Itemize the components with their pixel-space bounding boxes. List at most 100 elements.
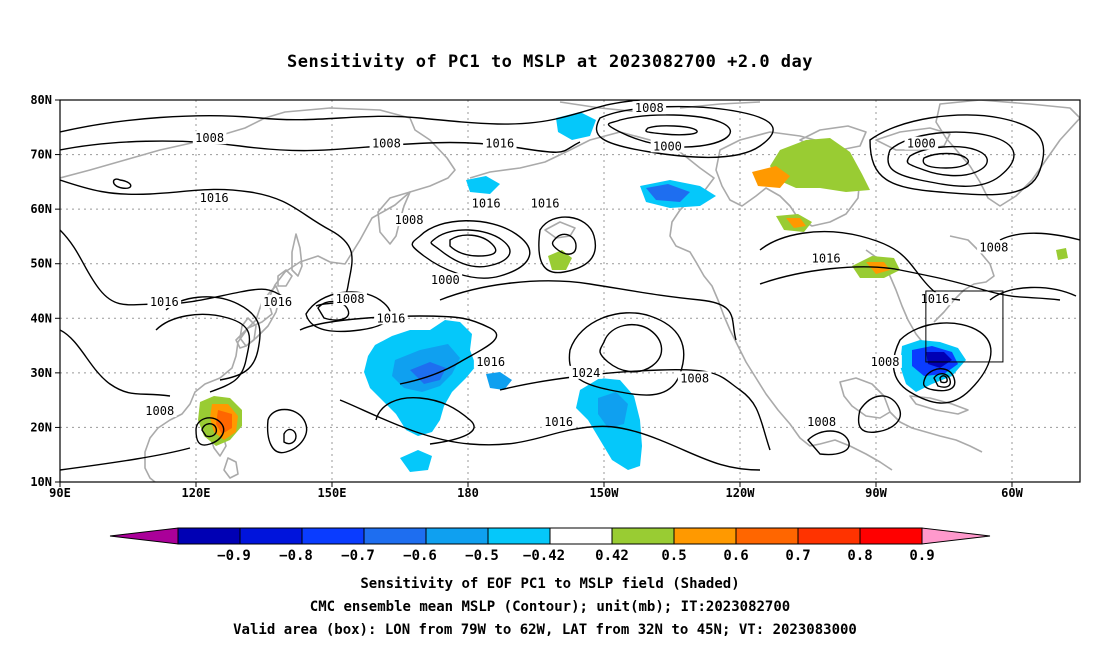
contour-label: 1016 — [485, 137, 514, 151]
contour-label-bg — [977, 240, 1011, 254]
contour-label: 1008 — [145, 404, 174, 418]
neg-patch-central-pacific-inner — [410, 362, 446, 384]
neg-patch-subtropical-core — [598, 392, 628, 428]
caption-line-3: Valid area (box): LON from 79W to 62W, L… — [233, 622, 857, 638]
contour-label: 1008 — [807, 415, 836, 429]
mslp-isobar — [449, 234, 497, 257]
lon-tick-label: 180 — [457, 486, 479, 500]
neg-patch-small — [486, 372, 512, 390]
mslp-isobar — [807, 430, 850, 456]
lon-tick-label: 150W — [590, 486, 620, 500]
mslp-isobar — [283, 428, 297, 445]
contour-label: 1016 — [200, 191, 229, 205]
mslp-isobar — [869, 114, 1045, 196]
colorbar-label: 0.5 — [661, 548, 686, 564]
lon-tick-label: 120E — [182, 486, 211, 500]
lon-tick-label: 90W — [865, 486, 887, 500]
neg-patch-bering — [466, 176, 500, 194]
mslp-isobar — [892, 322, 992, 404]
lat-tick-label: 40N — [30, 311, 52, 325]
valid-area-box — [925, 290, 1004, 363]
mslp-isobar — [887, 131, 1015, 187]
colorbar-label: 0.42 — [595, 548, 629, 564]
neg-patch-gulf-alaska-core — [646, 184, 690, 202]
colorbar-low-triangle — [109, 527, 179, 545]
contour-label-bg — [192, 131, 227, 145]
colorbar-high-triangle — [921, 527, 991, 545]
contour-label-bg — [918, 292, 952, 306]
contour-label-bg — [650, 139, 685, 153]
colorbar-label: −0.9 — [217, 548, 251, 564]
colorbar-label: 0.6 — [723, 548, 748, 564]
contour-label-bg — [142, 404, 177, 418]
contour-label: 1008 — [372, 137, 401, 151]
contour-label-bg — [541, 414, 576, 428]
contour-label-bg — [260, 294, 295, 308]
colorbar-swatch — [859, 527, 923, 545]
mslp-isobar — [60, 179, 353, 307]
mslp-isobar — [922, 152, 969, 169]
neg-patch-south — [400, 450, 432, 472]
colorbar-swatch — [611, 527, 675, 545]
pos-patch-typhoon-inner — [216, 410, 232, 434]
mslp-isobar — [112, 178, 132, 190]
mslp-isobar — [60, 329, 171, 397]
contour-label-bg — [473, 354, 508, 368]
colorbar-swatch — [735, 527, 799, 545]
contour-label: 1024 — [571, 366, 600, 380]
contour-label-bg — [469, 196, 503, 210]
colorbar-swatch — [363, 527, 427, 545]
mslp-isobar — [939, 375, 948, 384]
mslp-isobar — [339, 399, 761, 471]
lat-tick-label: 30N — [30, 366, 52, 380]
mslp-isobar — [60, 447, 191, 471]
contour-label: 1008 — [195, 131, 224, 145]
mslp-isobar — [60, 140, 581, 153]
pos-patch-lakes-core — [866, 262, 890, 274]
mslp-isobar — [411, 220, 531, 279]
mslp-isobar — [538, 216, 597, 274]
colorbar-label: 0.7 — [785, 548, 810, 564]
mslp-isobar — [266, 408, 308, 454]
lat-tick-label: 20N — [30, 420, 52, 434]
colorbar-label: 0.9 — [909, 548, 934, 564]
contour-label: 1016 — [812, 251, 841, 265]
neg-patch-arctic — [556, 112, 596, 140]
contour-label: 1008 — [979, 240, 1008, 254]
colorbar-swatch — [487, 527, 551, 545]
lon-tick-label: 120W — [726, 486, 756, 500]
mslp-isobar — [857, 395, 901, 433]
contour-label: 1016 — [476, 355, 505, 369]
contour-label-bg — [804, 414, 839, 428]
caption-line-1: Sensitivity of EOF PC1 to MSLP field (Sh… — [360, 576, 739, 592]
pos-patch-atlantic — [1056, 248, 1068, 260]
contour-label: 1016 — [472, 197, 501, 211]
contour-label-bg — [333, 292, 367, 306]
pos-patch-gulf — [548, 250, 572, 270]
colorbar-swatch — [239, 527, 303, 545]
mslp-isobar — [499, 368, 771, 451]
mslp-isobar — [645, 125, 698, 136]
contour-label-bg — [632, 101, 667, 115]
contour-label: 1016 — [150, 295, 179, 309]
map-frame — [59, 99, 1081, 483]
contour-label-bg — [482, 136, 517, 150]
lon-tick-label: 150E — [318, 486, 347, 500]
mslp-isobar — [155, 313, 251, 393]
mslp-isobar — [165, 296, 261, 381]
colorbar-swatch — [177, 527, 241, 545]
mslp-isobar — [599, 323, 663, 373]
mslp-isobar — [906, 145, 988, 177]
colorbar-labels: −0.9 −0.8 −0.7 −0.6 −0.5 −0.42 0.42 0.5 0.6 0.7 0.… — [217, 548, 935, 564]
lat-tick-label: 60N — [30, 202, 52, 216]
lon-tick-label: 90E — [49, 486, 71, 500]
contour-label: 1016 — [263, 295, 292, 309]
contour-label: 1008 — [635, 101, 664, 115]
mslp-isobar — [999, 232, 1080, 241]
mslp-isobar — [759, 266, 1061, 301]
mslp-isobar — [989, 286, 1077, 301]
mslp-isobar — [317, 300, 350, 321]
lat-tick-label: 50N — [30, 257, 52, 271]
